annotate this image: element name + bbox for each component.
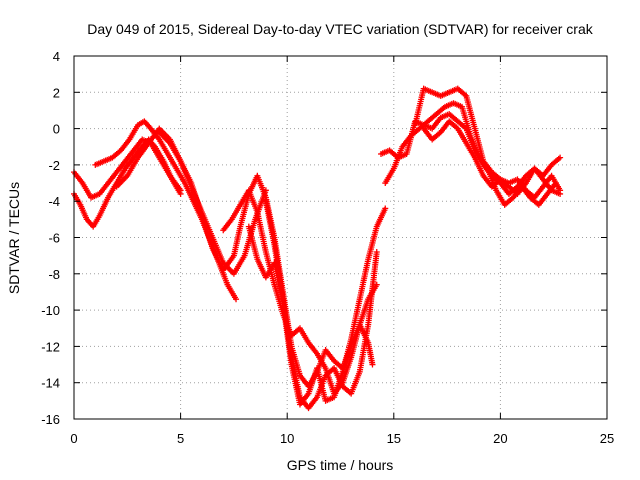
plot-area	[71, 85, 564, 412]
y-tick-label: -12	[41, 339, 60, 354]
x-tick-label: 25	[600, 431, 614, 446]
y-tick-label: -8	[48, 267, 60, 282]
y-tick-label: -10	[41, 303, 60, 318]
series-trace-8	[262, 198, 380, 412]
x-tick-label: 15	[387, 431, 401, 446]
data-point	[382, 205, 389, 212]
chart-title: Day 049 of 2015, Sidereal Day-to-day VTE…	[87, 21, 593, 37]
y-tick-label: -2	[48, 158, 60, 173]
y-axis-label: SDTVAR / TECUs	[6, 182, 22, 294]
x-axis-label: GPS time / hours	[287, 457, 394, 473]
series-line	[158, 131, 374, 388]
series-line	[222, 189, 378, 395]
y-tick-label: -16	[41, 412, 60, 427]
series-trace-10	[382, 100, 559, 208]
y-tick-label: 0	[53, 122, 60, 137]
x-tick-label: 0	[70, 431, 77, 446]
series-trace-5	[156, 129, 376, 390]
x-tick-label: 20	[493, 431, 507, 446]
y-tick-label: -14	[41, 376, 60, 391]
y-tick-label: 2	[53, 85, 60, 100]
series-trace-11	[412, 85, 564, 197]
grid	[74, 56, 607, 419]
x-tick-label: 10	[280, 431, 294, 446]
data-point	[557, 187, 564, 194]
data-point	[373, 249, 380, 256]
series-trace-3	[92, 118, 240, 303]
series-trace-12	[420, 118, 564, 201]
data-point	[369, 361, 376, 368]
data-point	[233, 296, 240, 303]
data-point	[177, 190, 184, 197]
y-tick-label: -6	[48, 231, 60, 246]
series-trace-2	[71, 136, 184, 230]
data-point	[557, 154, 564, 161]
y-tick-label: 4	[53, 49, 60, 64]
y-tick-label: -4	[48, 194, 60, 209]
x-tick-label: 5	[177, 431, 184, 446]
